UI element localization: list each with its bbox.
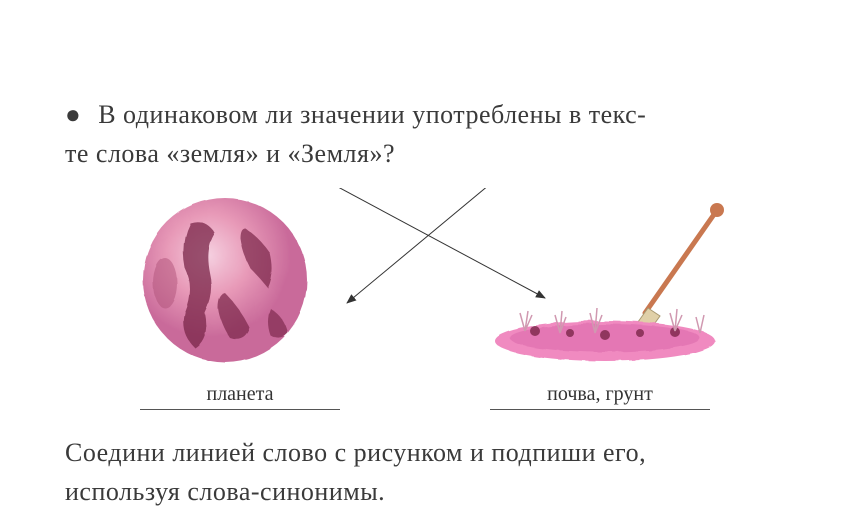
- question-part1: В одинаковом ли значении употреблены в т…: [98, 100, 646, 129]
- conjunction: и: [266, 139, 280, 168]
- soil-shovel-icon: [480, 193, 740, 368]
- word-zemlya-lower: «земля»: [166, 139, 259, 168]
- soil-figure: почва, грунт: [480, 193, 740, 410]
- planet-icon: [130, 193, 320, 368]
- question-text: ● В одинаковом ли значении употреблены в…: [65, 95, 795, 173]
- instruction-text: Соедини линией слово с рисунком и подпиш…: [65, 433, 795, 511]
- instruction-line2: используя слова-синонимы.: [65, 477, 385, 506]
- bullet-point: ●: [65, 100, 81, 129]
- instruction-line1: Соедини линией слово с рисунком и подпиш…: [65, 438, 646, 467]
- figures-container: планета: [65, 188, 795, 428]
- soil-caption: почва, грунт: [490, 383, 710, 410]
- word-zemlya-upper: «Земля»?: [288, 139, 396, 168]
- planet-caption: планета: [140, 383, 340, 410]
- planet-figure: планета: [130, 193, 340, 410]
- question-part2: те слова: [65, 139, 159, 168]
